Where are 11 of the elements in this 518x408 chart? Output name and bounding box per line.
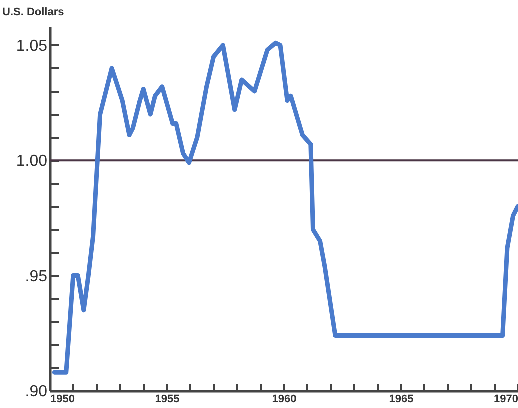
x-tick-label: 1965 [389,394,414,406]
y-tick-label: 1.05 [16,38,48,55]
x-tick-label: 1950 [50,394,75,406]
y-tick-label: .90 [25,384,48,400]
line-series [52,40,518,375]
y-axis-title: U.S. Dollars [2,6,64,18]
y-tick-label: .95 [25,268,48,286]
x-tick-label: 1960 [272,394,297,406]
x-tick-label: 1970 [494,394,518,406]
y-tick-label: 1.00 [16,153,48,170]
x-tick-label: 1955 [155,394,180,406]
